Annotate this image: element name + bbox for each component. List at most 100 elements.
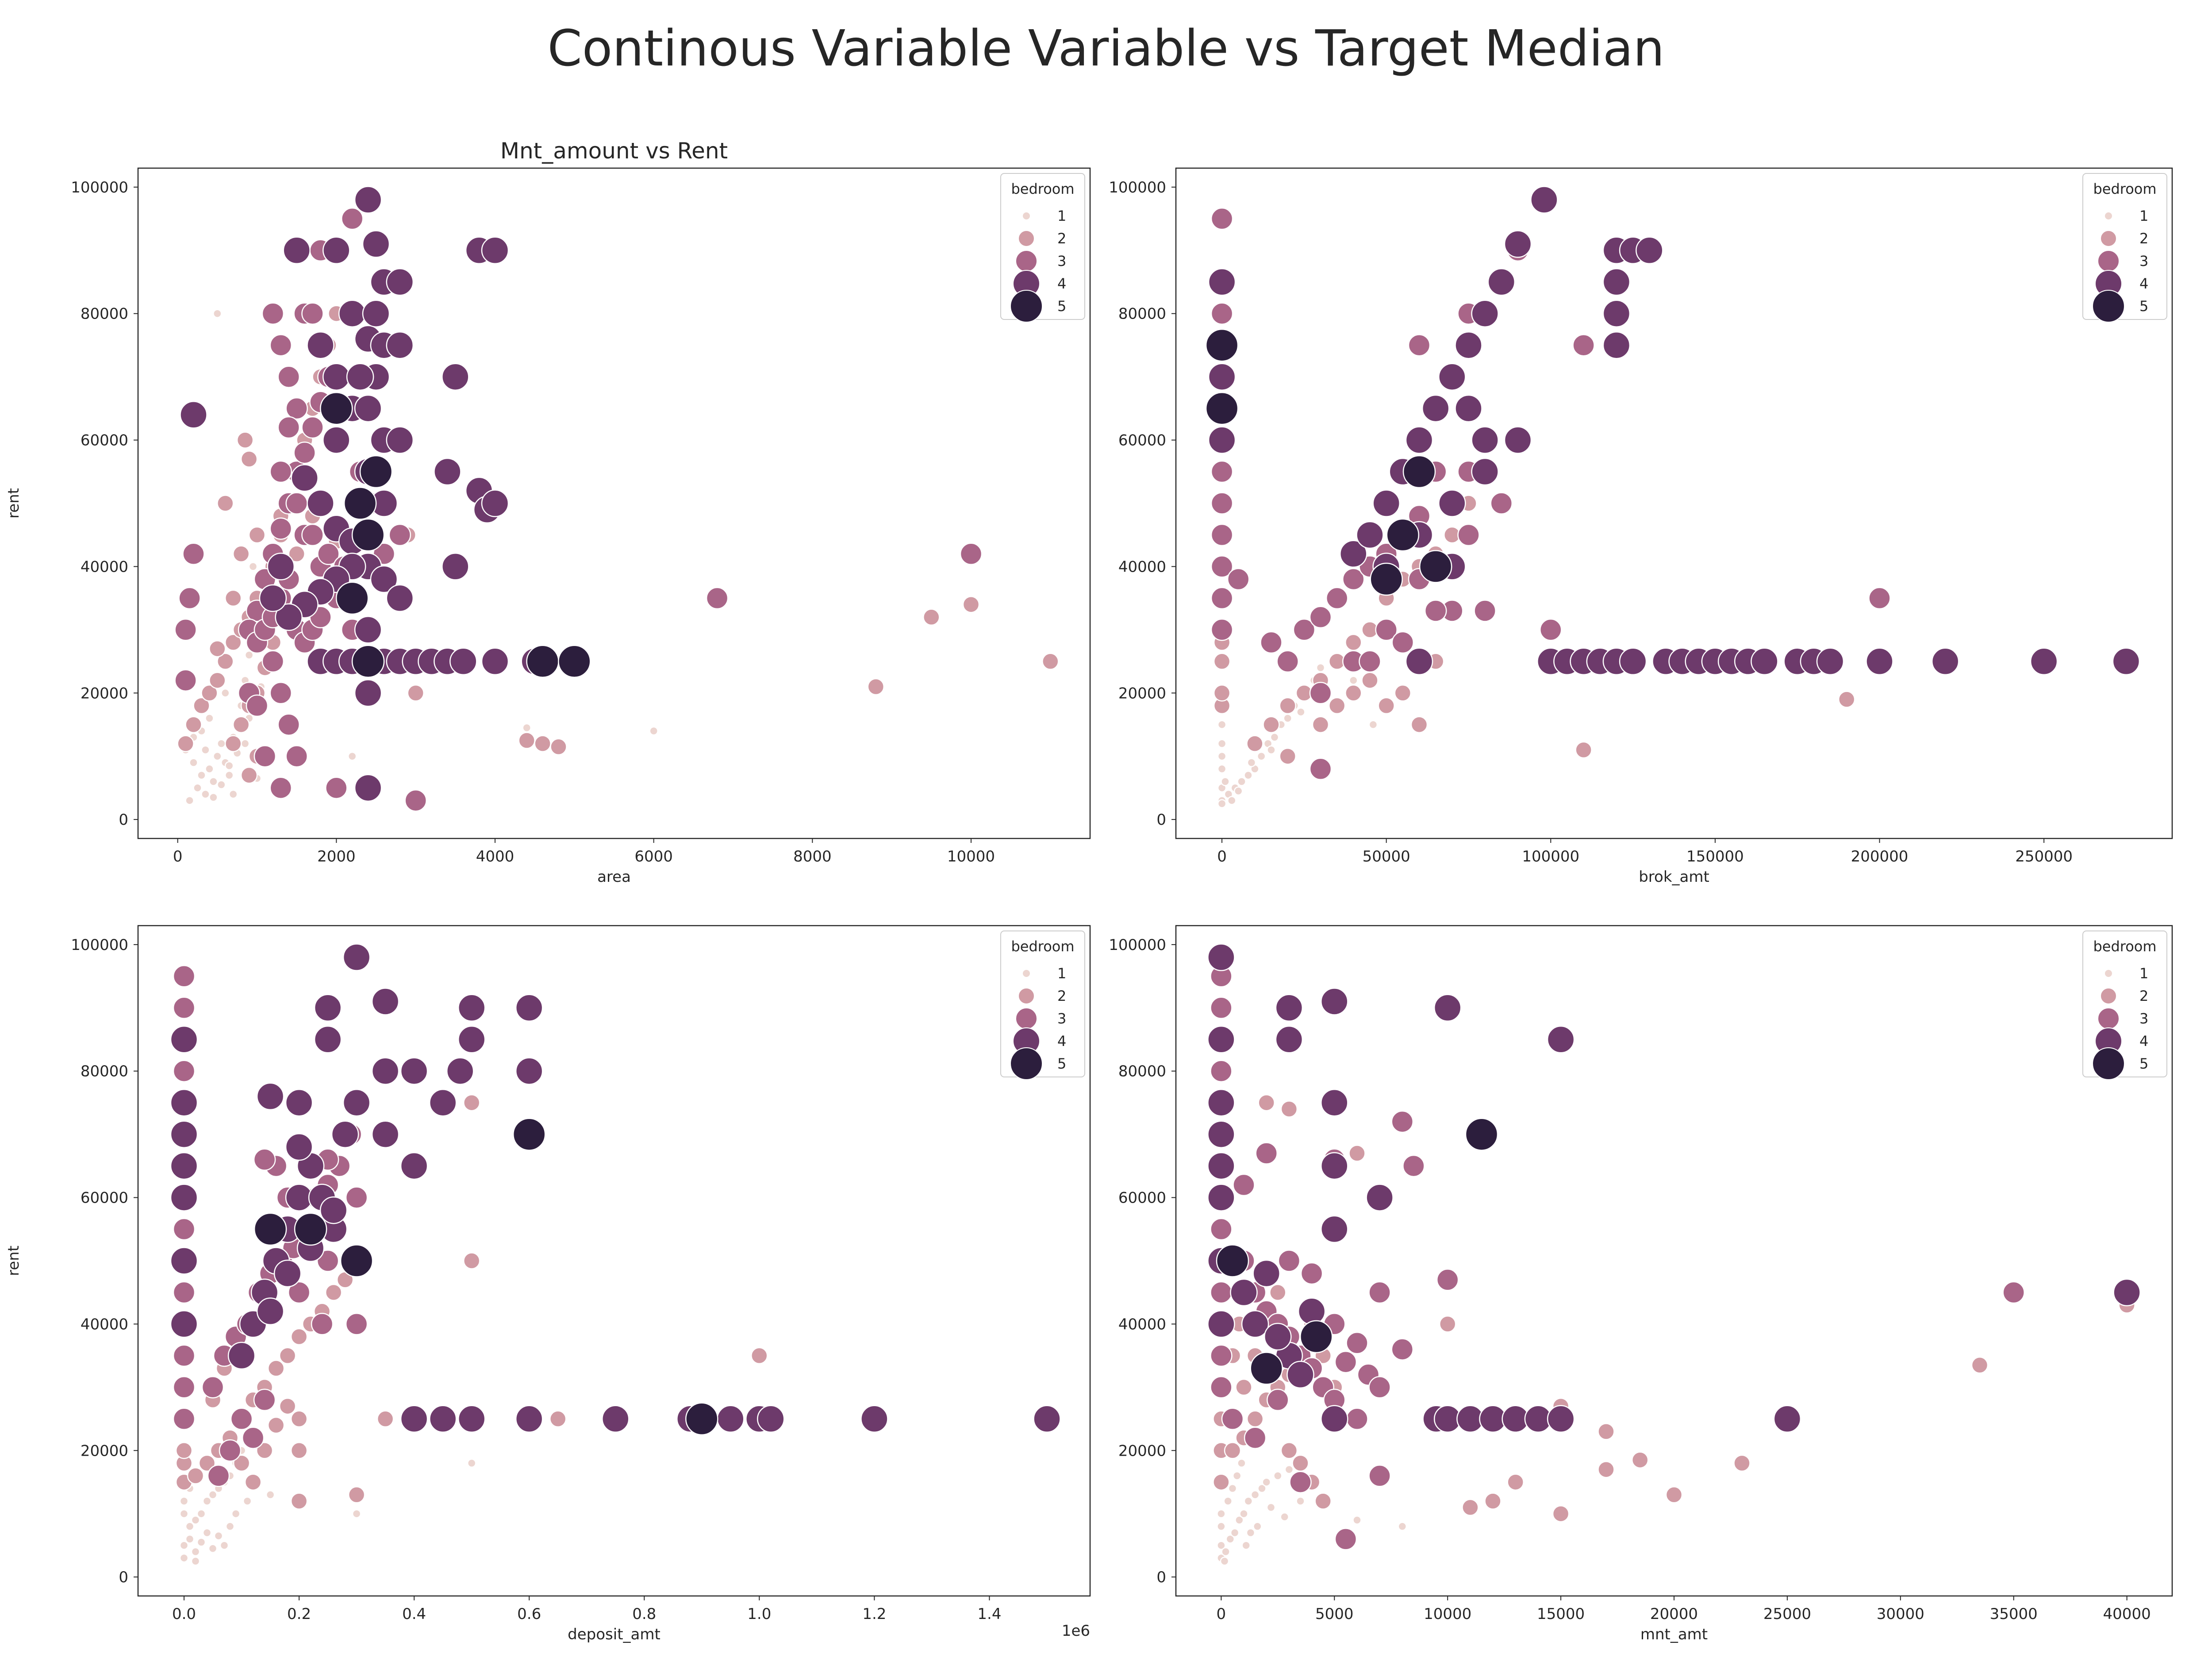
scatter-point-bedroom-1 [191, 1547, 200, 1557]
scatter-point-bedroom-4 [1366, 1184, 1394, 1211]
x-tick-label: 15000 [1537, 1605, 1585, 1623]
scatter-point-bedroom-2 [1378, 697, 1395, 715]
scatter-point-bedroom-2 [185, 716, 202, 733]
scatter-point-bedroom-3 [1391, 631, 1414, 654]
scatter-point-bedroom-3 [242, 1426, 265, 1449]
scatter-point-bedroom-1 [1221, 777, 1230, 786]
scatter-point-bedroom-3 [1436, 1269, 1459, 1291]
scatter-point-bedroom-2 [1410, 716, 1428, 733]
scatter-point-bedroom-3 [1334, 1350, 1357, 1373]
scatter-point-bedroom-4 [1773, 1405, 1801, 1433]
scatter-point-bedroom-5 [343, 487, 377, 520]
scatter-point-bedroom-1 [1253, 1522, 1262, 1531]
x-tick-label: 0 [1217, 848, 1227, 865]
scatter-point-bedroom-4 [291, 464, 319, 492]
scatter-points [1205, 186, 2140, 808]
scatter-point-bedroom-2 [751, 1347, 768, 1365]
scatter-point-bedroom-4 [170, 1088, 198, 1117]
scatter-point-bedroom-1 [224, 761, 234, 770]
scatter-point-bedroom-3 [277, 365, 300, 388]
scatter-point-bedroom-3 [1210, 1218, 1233, 1241]
x-tick-label: 50000 [1363, 848, 1410, 865]
scatter-point-bedroom-2 [1361, 672, 1379, 689]
scatter-point-bedroom-4 [1438, 489, 1466, 517]
scatter-point-bedroom-2 [244, 1473, 262, 1491]
scatter-point-bedroom-1 [219, 1541, 229, 1550]
scatter-point-bedroom-4 [1321, 988, 1348, 1015]
scatter-point-bedroom-2 [290, 1442, 308, 1459]
scatter-point-bedroom-3 [301, 416, 324, 439]
scatter-point-bedroom-3 [285, 492, 308, 515]
scatter-point-bedroom-2 [1971, 1357, 1989, 1374]
scatter-point-bedroom-4 [283, 236, 311, 265]
scatter-point-bedroom-1 [1217, 1541, 1226, 1550]
scatter-point-bedroom-3 [404, 789, 427, 812]
scatter-point-bedroom-3 [317, 542, 340, 565]
axes-mnt-amt-vs-rent: 0 5000 10000 15000 20000 25000 30000 35000 40000… [1109, 925, 2173, 1643]
scatter-point-bedroom-2 [1258, 1094, 1275, 1111]
y-tick-label: 100000 [71, 936, 128, 954]
scatter-point-bedroom-1 [201, 789, 210, 799]
legend-label-bedroom-5: 5 [2139, 1055, 2148, 1072]
scatter-point-bedroom-4 [314, 1026, 342, 1054]
scatter-point-bedroom-3 [1210, 208, 1233, 230]
scatter-point-bedroom-3 [253, 745, 276, 768]
x-tick-label: 20000 [1650, 1605, 1698, 1623]
scatter-point-bedroom-3 [2002, 1281, 2025, 1304]
scatter-point-bedroom-1 [197, 770, 206, 780]
scatter-point-bedroom-4 [1471, 426, 1499, 454]
scatter-point-bedroom-3 [1474, 600, 1496, 622]
scatter-point-bedroom-1 [214, 1531, 223, 1541]
x-axis-label: mnt_amt [1640, 1626, 1708, 1643]
scatter-point-bedroom-4 [1207, 943, 1235, 971]
legend: bedroom 1 2 3 4 5 [1000, 930, 1085, 1080]
scatter-point-bedroom-1 [1256, 751, 1266, 761]
scatter-point-bedroom-4 [323, 236, 350, 265]
scatter-point-bedroom-3 [1309, 757, 1332, 781]
legend-marker-bedroom-2 [2100, 988, 2117, 1004]
x-tick-label: 25000 [1763, 1605, 1811, 1623]
scatter-point-bedroom-2 [290, 1492, 308, 1510]
scatter-point-bedroom-4 [285, 1133, 313, 1161]
scatter-point-bedroom-3 [301, 523, 324, 546]
scatter-point-bedroom-4 [1207, 1184, 1235, 1211]
scatter-point-bedroom-2 [1631, 1451, 1649, 1469]
scatter-point-bedroom-3 [1868, 587, 1891, 610]
x-tick-label: 0.4 [402, 1605, 426, 1623]
y-axis-label: rent [5, 1246, 23, 1276]
scatter-point-bedroom-5 [294, 1212, 327, 1246]
legend-marker-bedroom-2 [1018, 988, 1035, 1004]
scatter-point-bedroom-4 [1455, 394, 1482, 423]
legend-label-bedroom-1: 1 [1057, 965, 1066, 982]
scatter-point-bedroom-1 [191, 1557, 200, 1566]
scatter-point-bedroom-3 [293, 441, 316, 464]
scatter-point-bedroom-4 [342, 943, 371, 971]
legend: bedroom 1 2 3 4 5 [2082, 930, 2167, 1080]
scatter-point-bedroom-4 [1504, 230, 1532, 258]
scatter-point-bedroom-2 [1280, 1100, 1298, 1118]
scatter-point-bedroom-5 [340, 1244, 373, 1277]
scatter-point-bedroom-2 [962, 596, 980, 613]
scatter-point-bedroom-1 [1217, 739, 1227, 748]
scatter-point-bedroom-1 [1220, 1557, 1229, 1566]
scatter-point-bedroom-4 [386, 331, 414, 359]
legend-marker-bedroom-3 [2097, 250, 2120, 272]
scatter-point-bedroom-4 [323, 426, 350, 454]
scatter-point-bedroom-4 [1356, 521, 1384, 549]
scatter-point-bedroom-3 [1210, 1060, 1233, 1082]
scatter-point-bedroom-1 [522, 723, 531, 733]
legend-label-bedroom-2: 2 [2139, 230, 2148, 247]
scatter-point-bedroom-4 [170, 1184, 198, 1211]
scatter-point-bedroom-3 [173, 1060, 196, 1082]
scatter-point-bedroom-2 [217, 495, 234, 512]
scatter-point-bedroom-2 [1484, 1492, 1502, 1510]
scatter-point-bedroom-3 [1210, 996, 1233, 1019]
scatter-point-bedroom-4 [170, 1247, 198, 1275]
scatter-point-bedroom-1 [265, 1490, 275, 1500]
scatter-point-bedroom-3 [1210, 587, 1233, 610]
scatter-point-bedroom-4 [1405, 647, 1433, 676]
scatter-point-bedroom-3 [341, 208, 364, 230]
scatter-point-bedroom-1 [191, 1515, 200, 1525]
scatter-point-bedroom-4 [323, 363, 350, 391]
x-tick-label: 0.6 [517, 1605, 541, 1623]
